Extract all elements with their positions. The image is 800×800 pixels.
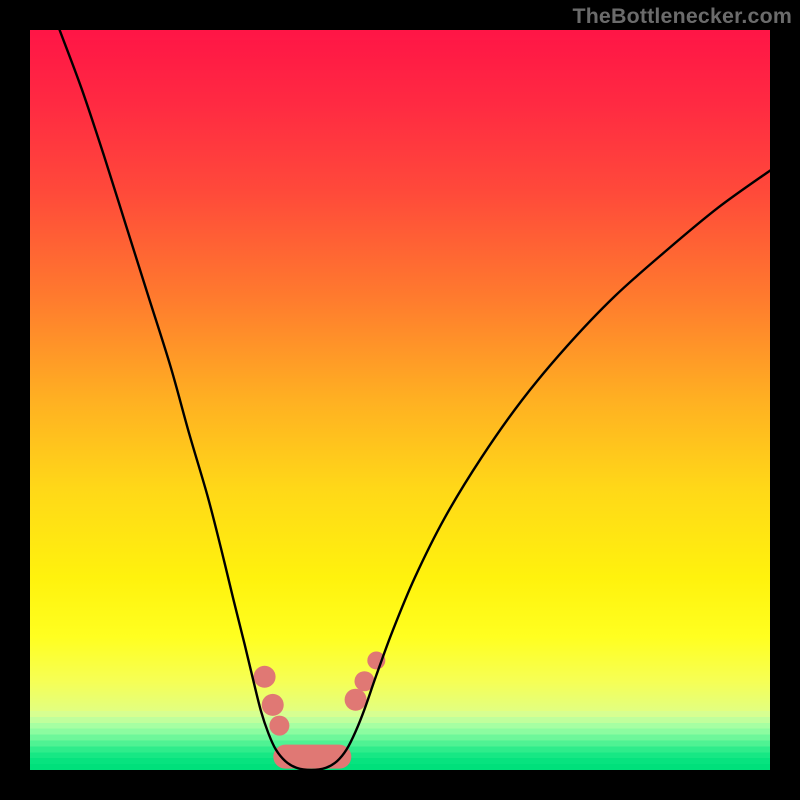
- marker-dot: [254, 666, 276, 688]
- marker-dot: [262, 694, 284, 716]
- marker-dot: [269, 716, 289, 736]
- overlay-svg: [30, 30, 770, 770]
- watermark-text: TheBottlenecker.com: [572, 4, 792, 29]
- chart-frame: TheBottlenecker.com: [0, 0, 800, 800]
- marker-dot: [345, 689, 367, 711]
- bottleneck-curve: [60, 30, 770, 770]
- plot-area: [30, 30, 770, 770]
